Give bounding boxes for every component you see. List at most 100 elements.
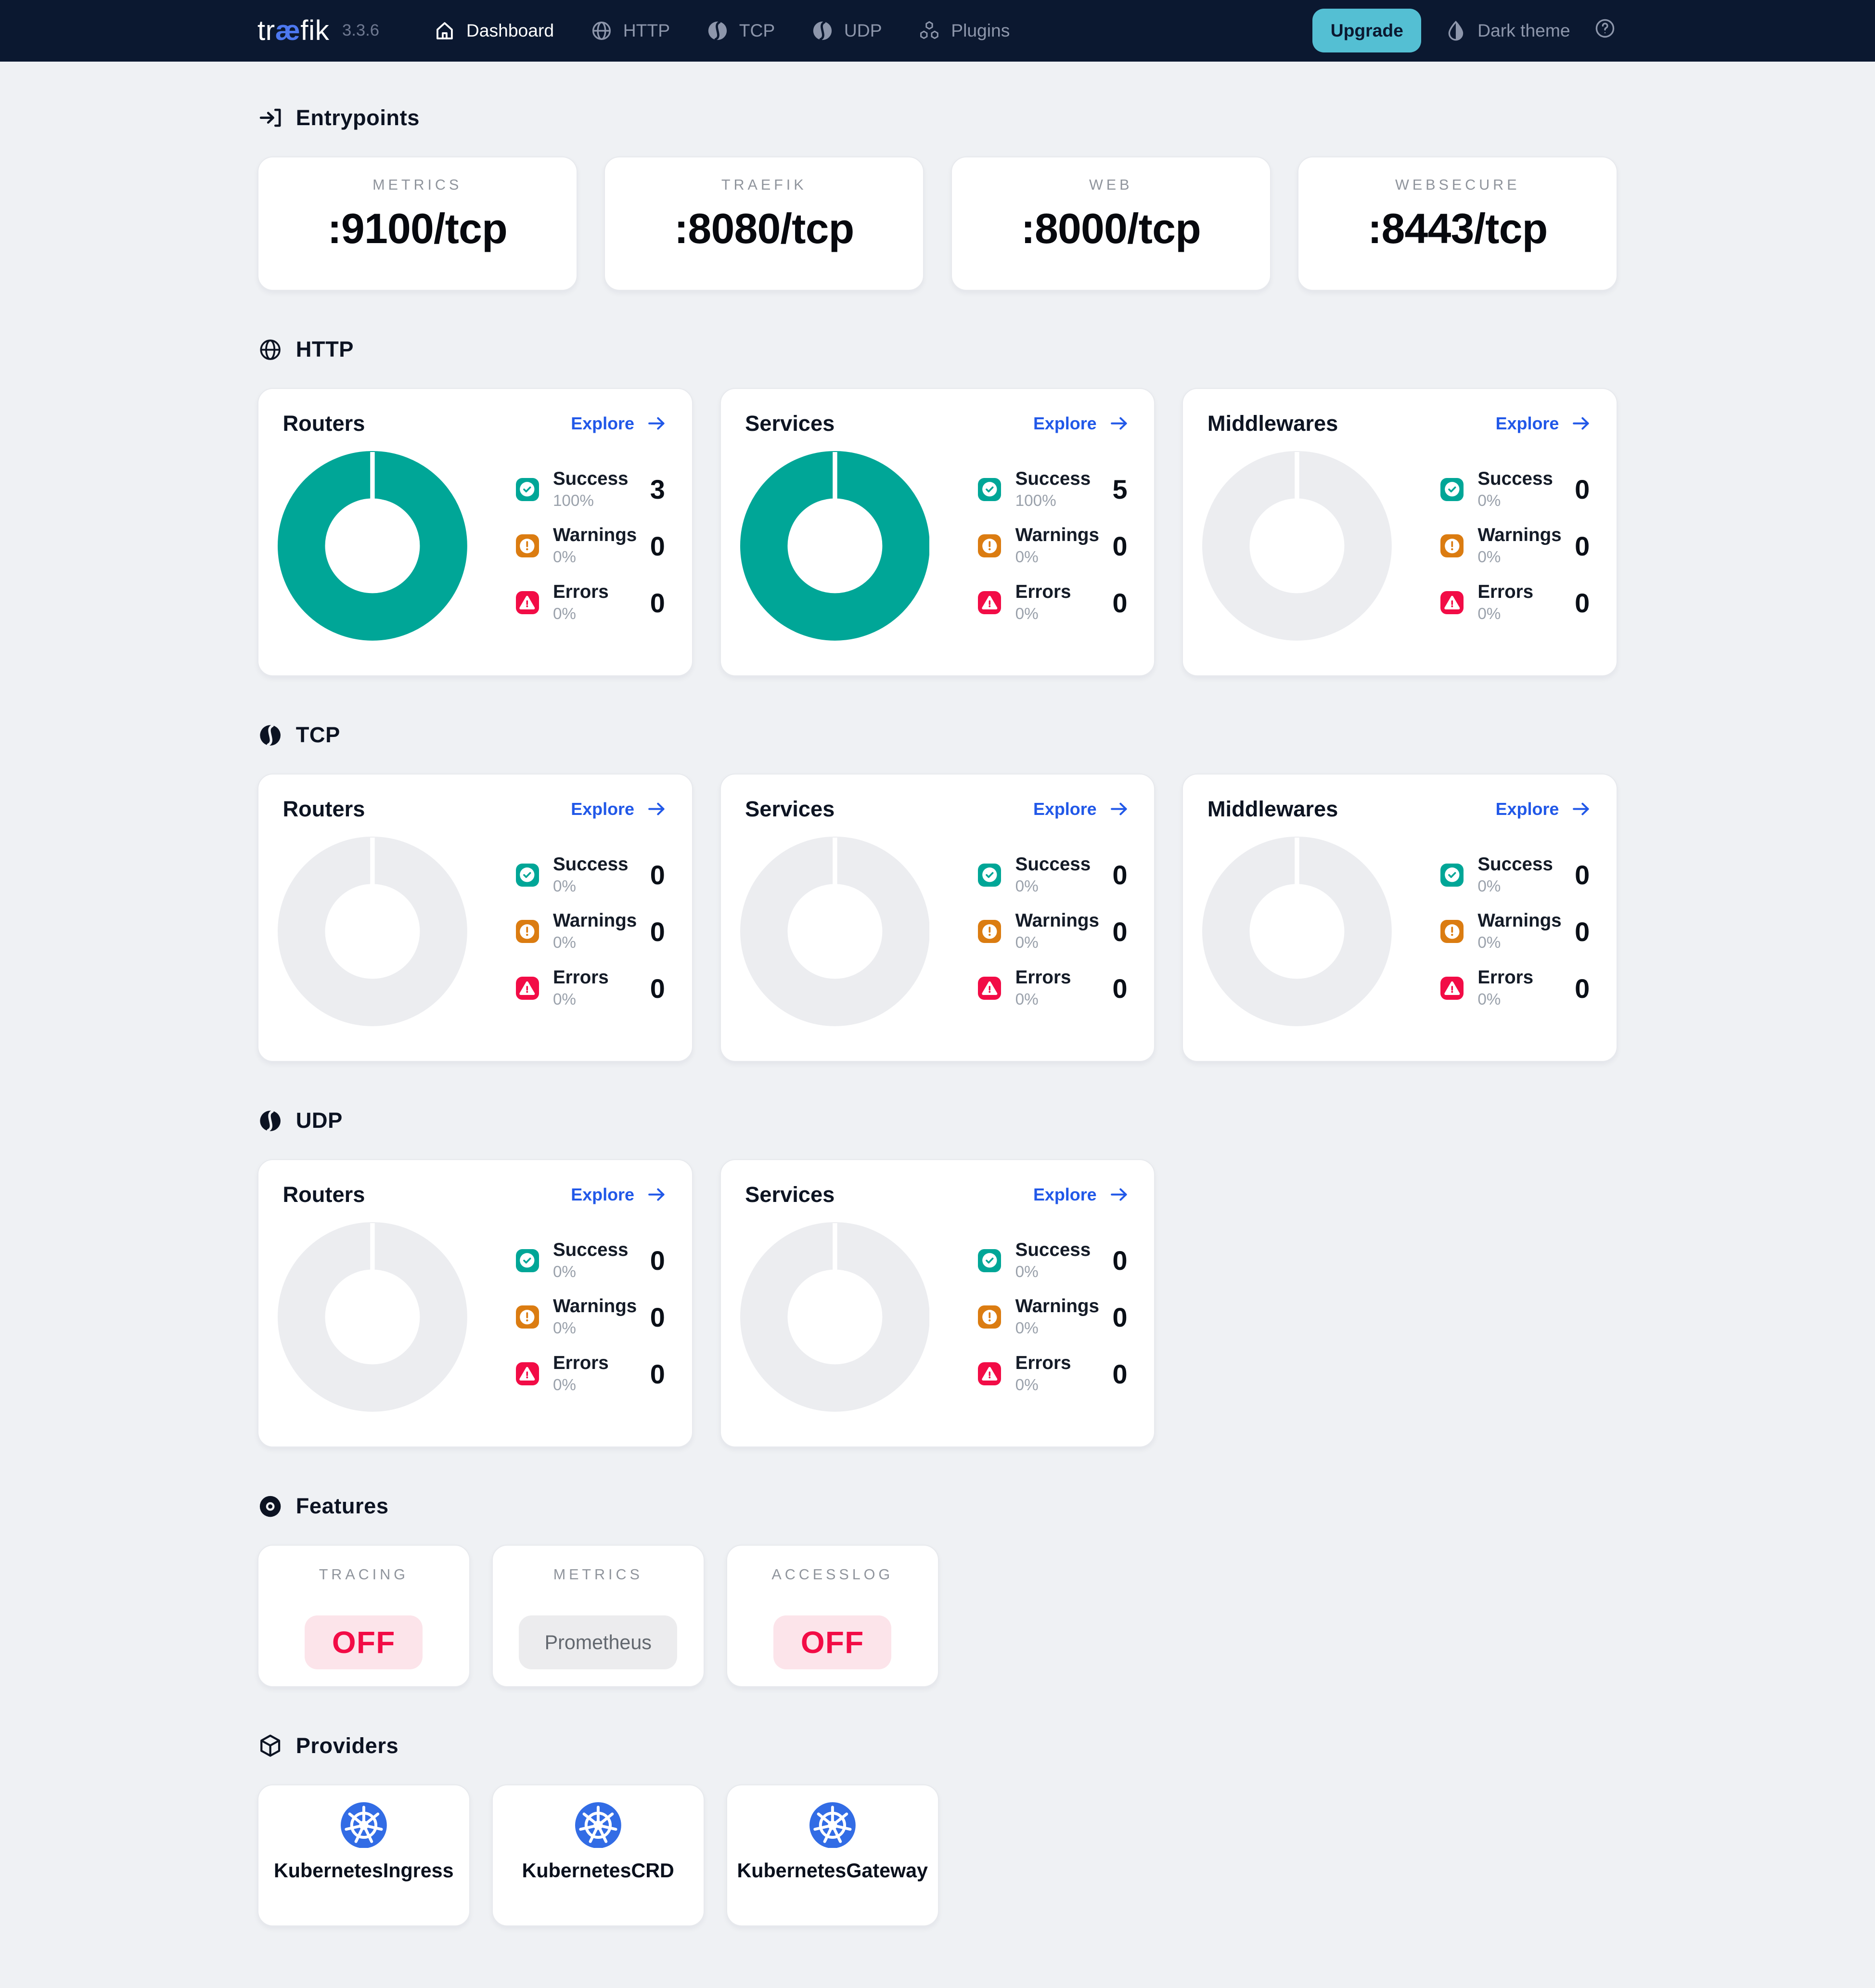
entrypoint-card-web: WEB :8000/tcp (950, 156, 1271, 291)
section-entrypoints: Entrypoints METRICS :9100/tcp TRAEFIK :8… (257, 105, 1618, 291)
entrypoint-name: METRICS (372, 176, 462, 193)
stat-label: Warnings (1477, 910, 1562, 931)
stat-value: 0 (650, 916, 665, 947)
entrypoint-name: WEB (1089, 176, 1133, 193)
card-title: Services (745, 796, 835, 821)
card-body: Success 0% 0 Warnings 0% 0 Errors 0% 0 (277, 824, 668, 1039)
stat-row-warning: Warnings 0% 0 (978, 911, 1128, 952)
globe-icon (257, 337, 283, 362)
entrypoint-name: WEBSECURE (1395, 176, 1520, 193)
stat-row-error: Errors 0% 0 (978, 1353, 1128, 1394)
card-title: Middlewares (1207, 796, 1338, 821)
error-icon (1440, 977, 1464, 1000)
arrow-right-icon (1108, 1184, 1130, 1205)
nav-item-http[interactable]: HTTP (572, 0, 688, 62)
stat-label: Success (1477, 468, 1553, 489)
help-button[interactable] (1593, 17, 1617, 44)
stat-row-error: Errors 0% 0 (515, 1353, 665, 1394)
stat-label: Success (552, 1239, 629, 1260)
stat-text: Warnings 0% (553, 1296, 637, 1338)
nav-item-dashboard[interactable]: Dashboard (415, 0, 572, 62)
stat-value: 0 (1575, 916, 1590, 947)
explore-link[interactable]: Explore (1033, 798, 1130, 820)
feature-name: ACCESSLOG (771, 1566, 894, 1583)
theme-toggle[interactable]: Dark theme (1444, 19, 1570, 42)
nav-item-tcp[interactable]: TCP (688, 0, 793, 62)
stat-row-warning: Warnings 0% 0 (1440, 525, 1590, 567)
explore-link[interactable]: Explore (571, 413, 668, 434)
stat-row-success: Success 100% 5 (978, 468, 1128, 510)
error-icon (515, 1362, 539, 1385)
card-body: Success 0% 0 Warnings 0% 0 Errors 0% 0 (740, 824, 1130, 1039)
protocol-icon (257, 1108, 283, 1134)
stat-text: Errors 0% (1015, 967, 1071, 1009)
stat-value: 0 (1575, 860, 1590, 891)
explore-link[interactable]: Explore (1033, 1184, 1130, 1205)
explore-link[interactable]: Explore (1496, 798, 1592, 820)
stat-text: Errors 0% (1477, 967, 1533, 1009)
explore-label: Explore (571, 799, 634, 819)
stat-percentage: 100% (1015, 491, 1056, 510)
stat-row-error: Errors 0% 0 (978, 967, 1128, 1009)
entrypoint-port: :9100/tcp (327, 205, 507, 252)
card-header: Services Explore (745, 1182, 1130, 1207)
section-features: Features TRACING OFF METRICS Prometheus … (257, 1494, 1618, 1687)
section-title: Providers (295, 1733, 399, 1758)
arrow-right-icon (1570, 798, 1592, 820)
stat-percentage: 0% (1015, 1263, 1039, 1281)
feature-card-tracing: TRACING OFF (257, 1545, 470, 1687)
theme-toggle-label: Dark theme (1477, 20, 1570, 41)
globe-icon (590, 19, 613, 42)
entrypoint-port: :8443/tcp (1368, 205, 1548, 252)
card-header: Routers Explore (283, 797, 668, 822)
stat-text: Warnings 0% (1015, 911, 1099, 952)
stat-label: Success (1477, 853, 1553, 875)
main-nav: Dashboard HTTP TCP UDP Plugins (415, 0, 1027, 62)
warning-icon (978, 534, 1002, 558)
stat-row-success: Success 100% 3 (515, 468, 665, 510)
explore-link[interactable]: Explore (1496, 413, 1592, 434)
entrypoint-name: TRAEFIK (721, 176, 807, 193)
stat-label: Warnings (1015, 910, 1099, 931)
stat-text: Warnings 0% (553, 525, 637, 567)
upgrade-button[interactable]: Upgrade (1312, 9, 1422, 53)
stat-text: Success 0% (1015, 1239, 1091, 1281)
stat-percentage: 0% (1477, 934, 1501, 952)
arrow-right-icon (1108, 798, 1130, 820)
stat-value: 0 (1575, 587, 1590, 618)
stat-text: Errors 0% (553, 1353, 609, 1394)
stat-label: Warnings (552, 525, 637, 546)
feature-card-accesslog: ACCESSLOG OFF (726, 1545, 939, 1687)
top-navbar: tr æ fik 3.3.6 Dashboard HTTP TCP UDP Plug… (0, 0, 1875, 62)
card-title: Services (745, 411, 835, 436)
card-title: Routers (283, 1182, 365, 1207)
stat-value: 0 (1575, 530, 1590, 561)
http-routers-card: Routers Explore Success 100% 3 Warnings … (257, 388, 693, 677)
providers-grid: KubernetesIngress KubernetesCRD Kubernet… (257, 1784, 1618, 1927)
features-icon (257, 1494, 283, 1519)
protocol-icon (257, 723, 283, 748)
nav-item-plugins[interactable]: Plugins (900, 0, 1028, 62)
explore-label: Explore (1033, 799, 1097, 819)
protocol-sections: HTTP Routers Explore Success 100% 3 Warn… (257, 337, 1618, 1448)
explore-link[interactable]: Explore (1033, 413, 1130, 434)
donut-chart (277, 1222, 467, 1412)
tcp-services-card: Services Explore Success 0% 0 Warnings 0… (719, 774, 1156, 1062)
card-body: Success 100% 5 Warnings 0% 0 Errors 0% 0 (740, 439, 1130, 654)
stat-label: Errors (1015, 1353, 1071, 1374)
stat-value: 5 (1112, 474, 1128, 505)
stat-label: Warnings (552, 1296, 637, 1317)
explore-link[interactable]: Explore (571, 798, 668, 820)
stat-text: Warnings 0% (1015, 525, 1099, 567)
explore-link[interactable]: Explore (571, 1184, 668, 1205)
entrypoints-grid: METRICS :9100/tcp TRAEFIK :8080/tcp WEB … (257, 156, 1618, 291)
card-body: Success 0% 0 Warnings 0% 0 Errors 0% 0 (1202, 439, 1592, 654)
nav-item-udp[interactable]: UDP (793, 0, 899, 62)
arrow-right-icon (646, 798, 668, 820)
cards-grid: Routers Explore Success 0% 0 Warnings 0%… (257, 1159, 1618, 1448)
provider-name: KubernetesGateway (737, 1859, 928, 1882)
stat-value: 0 (1112, 1302, 1128, 1332)
traefik-logo[interactable]: tr æ fik (257, 14, 330, 47)
stat-percentage: 0% (552, 1319, 576, 1338)
